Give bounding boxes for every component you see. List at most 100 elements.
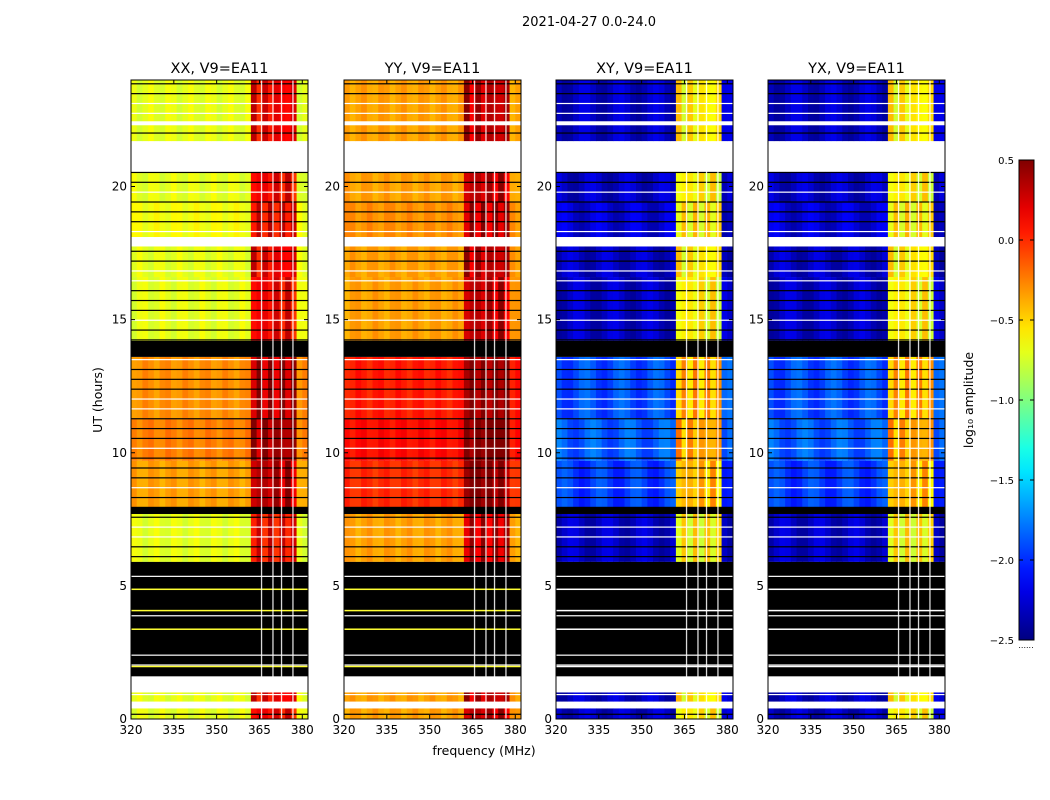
flag-line bbox=[556, 230, 733, 233]
heatmap-cell bbox=[245, 202, 252, 238]
heatmap-cell bbox=[250, 356, 258, 419]
heatmap-cell bbox=[647, 513, 654, 562]
flag-line bbox=[344, 644, 521, 646]
heatmap-cell bbox=[825, 171, 832, 203]
heatmap-cell bbox=[624, 202, 631, 238]
x-axis-label: frequency (MHz) bbox=[432, 743, 535, 758]
heatmap-cell bbox=[165, 80, 172, 142]
heatmap-cell bbox=[188, 171, 195, 203]
heatmap-cell bbox=[268, 80, 275, 142]
heatmap-cell bbox=[273, 202, 281, 238]
heatmap-cell bbox=[435, 80, 442, 142]
heatmap-cell bbox=[624, 356, 631, 419]
heatmap-cell bbox=[790, 171, 798, 203]
heatmap-cell bbox=[635, 202, 643, 238]
flag-line bbox=[344, 664, 521, 666]
heatmap-cell bbox=[475, 513, 482, 562]
heatmap-cell bbox=[601, 202, 608, 238]
heatmap-cell bbox=[927, 356, 935, 419]
flag-line bbox=[768, 644, 945, 646]
heatmap-cell bbox=[779, 356, 786, 419]
heatmap-cell bbox=[509, 460, 516, 508]
heatmap-cell bbox=[515, 418, 521, 461]
heatmap-cell bbox=[870, 513, 878, 562]
heatmap-cell bbox=[590, 171, 597, 203]
heatmap-cell bbox=[344, 513, 351, 562]
heatmap-cell bbox=[785, 692, 792, 702]
flag-line bbox=[556, 457, 733, 459]
heatmap-cell bbox=[349, 460, 357, 508]
heatmap-cell bbox=[618, 460, 626, 508]
heatmap-cell bbox=[515, 171, 521, 203]
heatmap-cell bbox=[865, 418, 872, 461]
x-tick-label: 380 bbox=[716, 723, 739, 737]
flag-line bbox=[768, 605, 945, 607]
heatmap-cell bbox=[584, 277, 591, 341]
heatmap-cell bbox=[630, 692, 637, 702]
heatmap-cell bbox=[773, 171, 781, 203]
heatmap-cell bbox=[681, 513, 688, 562]
heatmap-cell bbox=[423, 277, 431, 341]
heatmap-cell bbox=[882, 277, 889, 341]
heatmap-cell bbox=[389, 418, 396, 461]
flag-line bbox=[344, 437, 521, 440]
heatmap-cell bbox=[675, 277, 683, 341]
flag-line bbox=[556, 609, 733, 612]
heatmap-cells bbox=[131, 80, 308, 719]
no-data-gap bbox=[131, 701, 308, 709]
heatmap-cell bbox=[693, 356, 700, 419]
heatmap-cell bbox=[910, 277, 918, 341]
heatmap-cell bbox=[159, 460, 166, 508]
heatmap-cell bbox=[262, 692, 269, 702]
flag-line bbox=[131, 83, 308, 85]
heatmap-cell bbox=[698, 80, 706, 142]
heatmap-cell bbox=[245, 277, 252, 341]
flag-line bbox=[768, 378, 945, 380]
heatmap-cell bbox=[239, 460, 246, 508]
heatmap-cell bbox=[176, 692, 183, 702]
heatmap-cell bbox=[366, 356, 374, 419]
heatmap-cell bbox=[463, 418, 471, 461]
heatmap-cell bbox=[344, 277, 351, 341]
heatmap-cell bbox=[727, 171, 733, 203]
heatmap-cell bbox=[486, 277, 494, 341]
flag-line bbox=[556, 487, 733, 489]
heatmap-cell bbox=[567, 418, 574, 461]
heatmap-cell bbox=[262, 418, 269, 461]
heatmap-cell bbox=[830, 80, 838, 142]
heatmap-cell bbox=[876, 202, 883, 238]
heatmap-cell bbox=[830, 202, 838, 238]
heatmap-cell bbox=[887, 277, 895, 341]
heatmap-cell bbox=[813, 356, 820, 419]
flag-line bbox=[556, 418, 733, 420]
heatmap-cell bbox=[469, 513, 476, 562]
heatmap-cell bbox=[378, 418, 385, 461]
flag-line bbox=[344, 496, 521, 499]
heatmap-cell bbox=[383, 460, 391, 508]
flagged-block bbox=[556, 561, 733, 677]
flag-line bbox=[768, 299, 945, 302]
flag-line bbox=[131, 585, 308, 587]
heatmap-cell bbox=[153, 277, 161, 341]
heatmap-cell bbox=[704, 277, 711, 341]
heatmap-cell bbox=[870, 277, 878, 341]
heatmap-cell bbox=[641, 171, 648, 203]
heatmap-cell bbox=[273, 418, 281, 461]
heatmap-cell bbox=[239, 202, 246, 238]
heatmap-cell bbox=[704, 460, 711, 508]
heatmap-cell bbox=[481, 356, 488, 419]
heatmap-cell bbox=[876, 277, 883, 341]
flag-line bbox=[131, 644, 308, 646]
suptitle: 2021-04-27 0.0-24.0 bbox=[522, 15, 656, 30]
heatmap-cell bbox=[847, 513, 855, 562]
heatmap-cell bbox=[498, 460, 505, 508]
heatmap-cell bbox=[245, 356, 252, 419]
heatmap-cell bbox=[635, 513, 643, 562]
heatmap-cell bbox=[165, 460, 172, 508]
heatmap-cell bbox=[785, 356, 792, 419]
heatmap-cell bbox=[290, 692, 298, 702]
heatmap-cell bbox=[406, 171, 414, 203]
heatmap-cell bbox=[561, 171, 569, 203]
heatmap-cell bbox=[176, 356, 183, 419]
heatmap-cell bbox=[136, 80, 144, 142]
